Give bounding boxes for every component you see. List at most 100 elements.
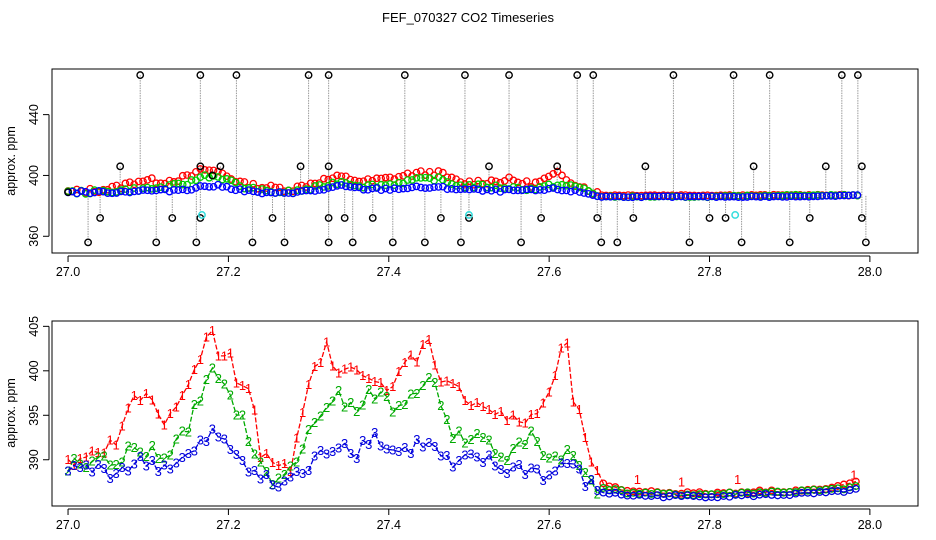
top-blue-point [125,188,134,197]
top-black-point [705,214,714,222]
bottom-series-3-label: 3 [221,432,228,447]
bottom-series-1-label: 1 [227,345,234,360]
top-black-point [853,71,862,79]
bottom-series-3-label: 3 [167,462,174,477]
bottom-series-2-label: 2 [564,442,571,457]
bottom-series-3-label: 3 [257,472,264,487]
top-blue-point [284,189,293,197]
top-red-point [311,179,319,188]
top-blue-point [408,183,416,192]
top-blue-point [681,193,690,201]
top-y-tick-label: 440 [27,104,41,125]
top-blue-point [522,185,531,194]
top-blue-point [364,185,372,194]
bottom-series-1-label: 1 [149,392,156,407]
bottom-series-1-label: 1 [552,368,559,383]
bottom-series-1-label: 1 [257,450,264,465]
bottom-series-3-label: 3 [329,444,336,459]
bottom-series-3-label: 3 [131,456,138,471]
top-blue-point [452,185,460,194]
top-blue-point [734,193,743,202]
bottom-series-2-label: 2 [377,384,384,399]
top-green-point [337,177,346,186]
top-green-point [183,180,191,189]
bottom-series-1-label: 1 [491,407,498,422]
top-blue-point [280,189,288,197]
top-green-point [178,180,187,189]
top-black-point [573,71,582,79]
bottom-series-2-label: 2 [491,446,498,461]
top-blue-point [619,193,628,201]
bottom-series-1-label: 1 [558,340,565,355]
bottom-series-3-label: 3 [263,467,270,482]
top-blue-point [196,182,205,190]
bottom-series-1-label: 1 [383,383,390,398]
bottom-x-tick-label: 27.0 [56,518,80,532]
top-red-point [381,173,390,182]
top-x-tick-label: 28.0 [858,265,882,279]
bottom-series-1-label: 1 [269,455,276,470]
bottom-series-3-label: 3 [425,435,432,450]
bottom-series-3-label: 3 [149,453,156,468]
top-blue-point [536,186,544,194]
top-green-point [196,173,205,182]
bottom-series-2-label: 2 [582,465,589,480]
top-blue-point [672,192,681,201]
bottom-series-3-label: 3 [540,473,547,488]
bottom-series-2-label: 2 [576,458,583,473]
bottom-series-1-label: 1 [455,379,462,394]
top-blue-point [90,188,99,197]
top-black-point [304,71,313,79]
top-blue-point [659,192,668,201]
top-blue-point [147,186,156,195]
bottom-x-tick-label: 27.4 [377,518,401,532]
bottom-series-1-label: 1 [341,362,348,377]
bottom-series-2-label: 2 [269,477,276,492]
bottom-series-3-label: 3 [101,461,108,476]
bottom-series-3-label: 3 [107,471,114,486]
top-blue-point [831,192,840,200]
bottom-series-1-label: 1 [94,445,101,460]
bottom-series-1-label: 1 [576,402,583,417]
top-blue-point [183,186,191,195]
top-blue-point [774,192,782,201]
top-black-point [785,238,794,247]
bottom-series-2-label: 2 [503,453,510,468]
top-black-point [324,238,333,247]
bottom-series-2-label: 2 [371,391,378,406]
bottom-series-3-label: 3 [359,433,366,448]
bottom-series-2-label: 2 [449,431,456,446]
bottom-series-3-label: 3 [365,437,372,452]
top-blue-point [637,193,646,202]
top-red-point [319,174,328,183]
bottom-series-2-label: 2 [341,400,348,415]
bottom-series-3-label: 3 [491,459,498,474]
bottom-series-1-label: 1 [521,416,528,431]
top-blue-point [849,191,857,199]
top-blue-point [434,183,443,191]
bottom-series-2-label: 2 [155,451,162,466]
bottom-series-1-label: 1 [64,452,71,467]
bottom-series-2-label: 2 [143,449,150,464]
bottom-series-1-label: 1 [377,375,384,390]
top-red-point [209,166,218,175]
bottom-series-2-label: 2 [534,434,541,449]
top-blue-point [487,186,496,195]
bottom-series-3-label: 3 [64,464,71,479]
bottom-series-1-label: 1 [437,374,444,389]
top-cyan-point [465,211,473,219]
bottom-series-3-label: 3 [515,457,522,472]
bottom-series-1-label: 1 [473,395,480,410]
top-blue-point [275,188,284,196]
bottom-series-2-label: 2 [395,398,402,413]
bottom-series-1-label: 1 [395,364,402,379]
bottom-series-1-label: 1 [353,362,360,377]
top-blue-point [602,192,610,201]
top-blue-point [469,185,478,193]
bottom-series-3-label: 3 [317,443,324,458]
bottom-series-2-label: 2 [275,471,282,486]
top-blue-point [240,187,249,196]
bottom-series-3-label: 3 [371,425,378,440]
top-blue-point [165,187,174,196]
top-green-point [222,175,231,183]
